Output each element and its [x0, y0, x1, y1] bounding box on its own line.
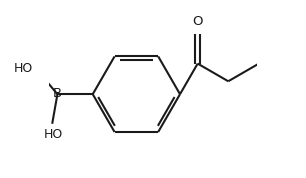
Text: HO: HO — [14, 62, 33, 75]
Text: B: B — [53, 87, 62, 100]
Text: O: O — [192, 15, 203, 28]
Text: HO: HO — [44, 128, 63, 141]
